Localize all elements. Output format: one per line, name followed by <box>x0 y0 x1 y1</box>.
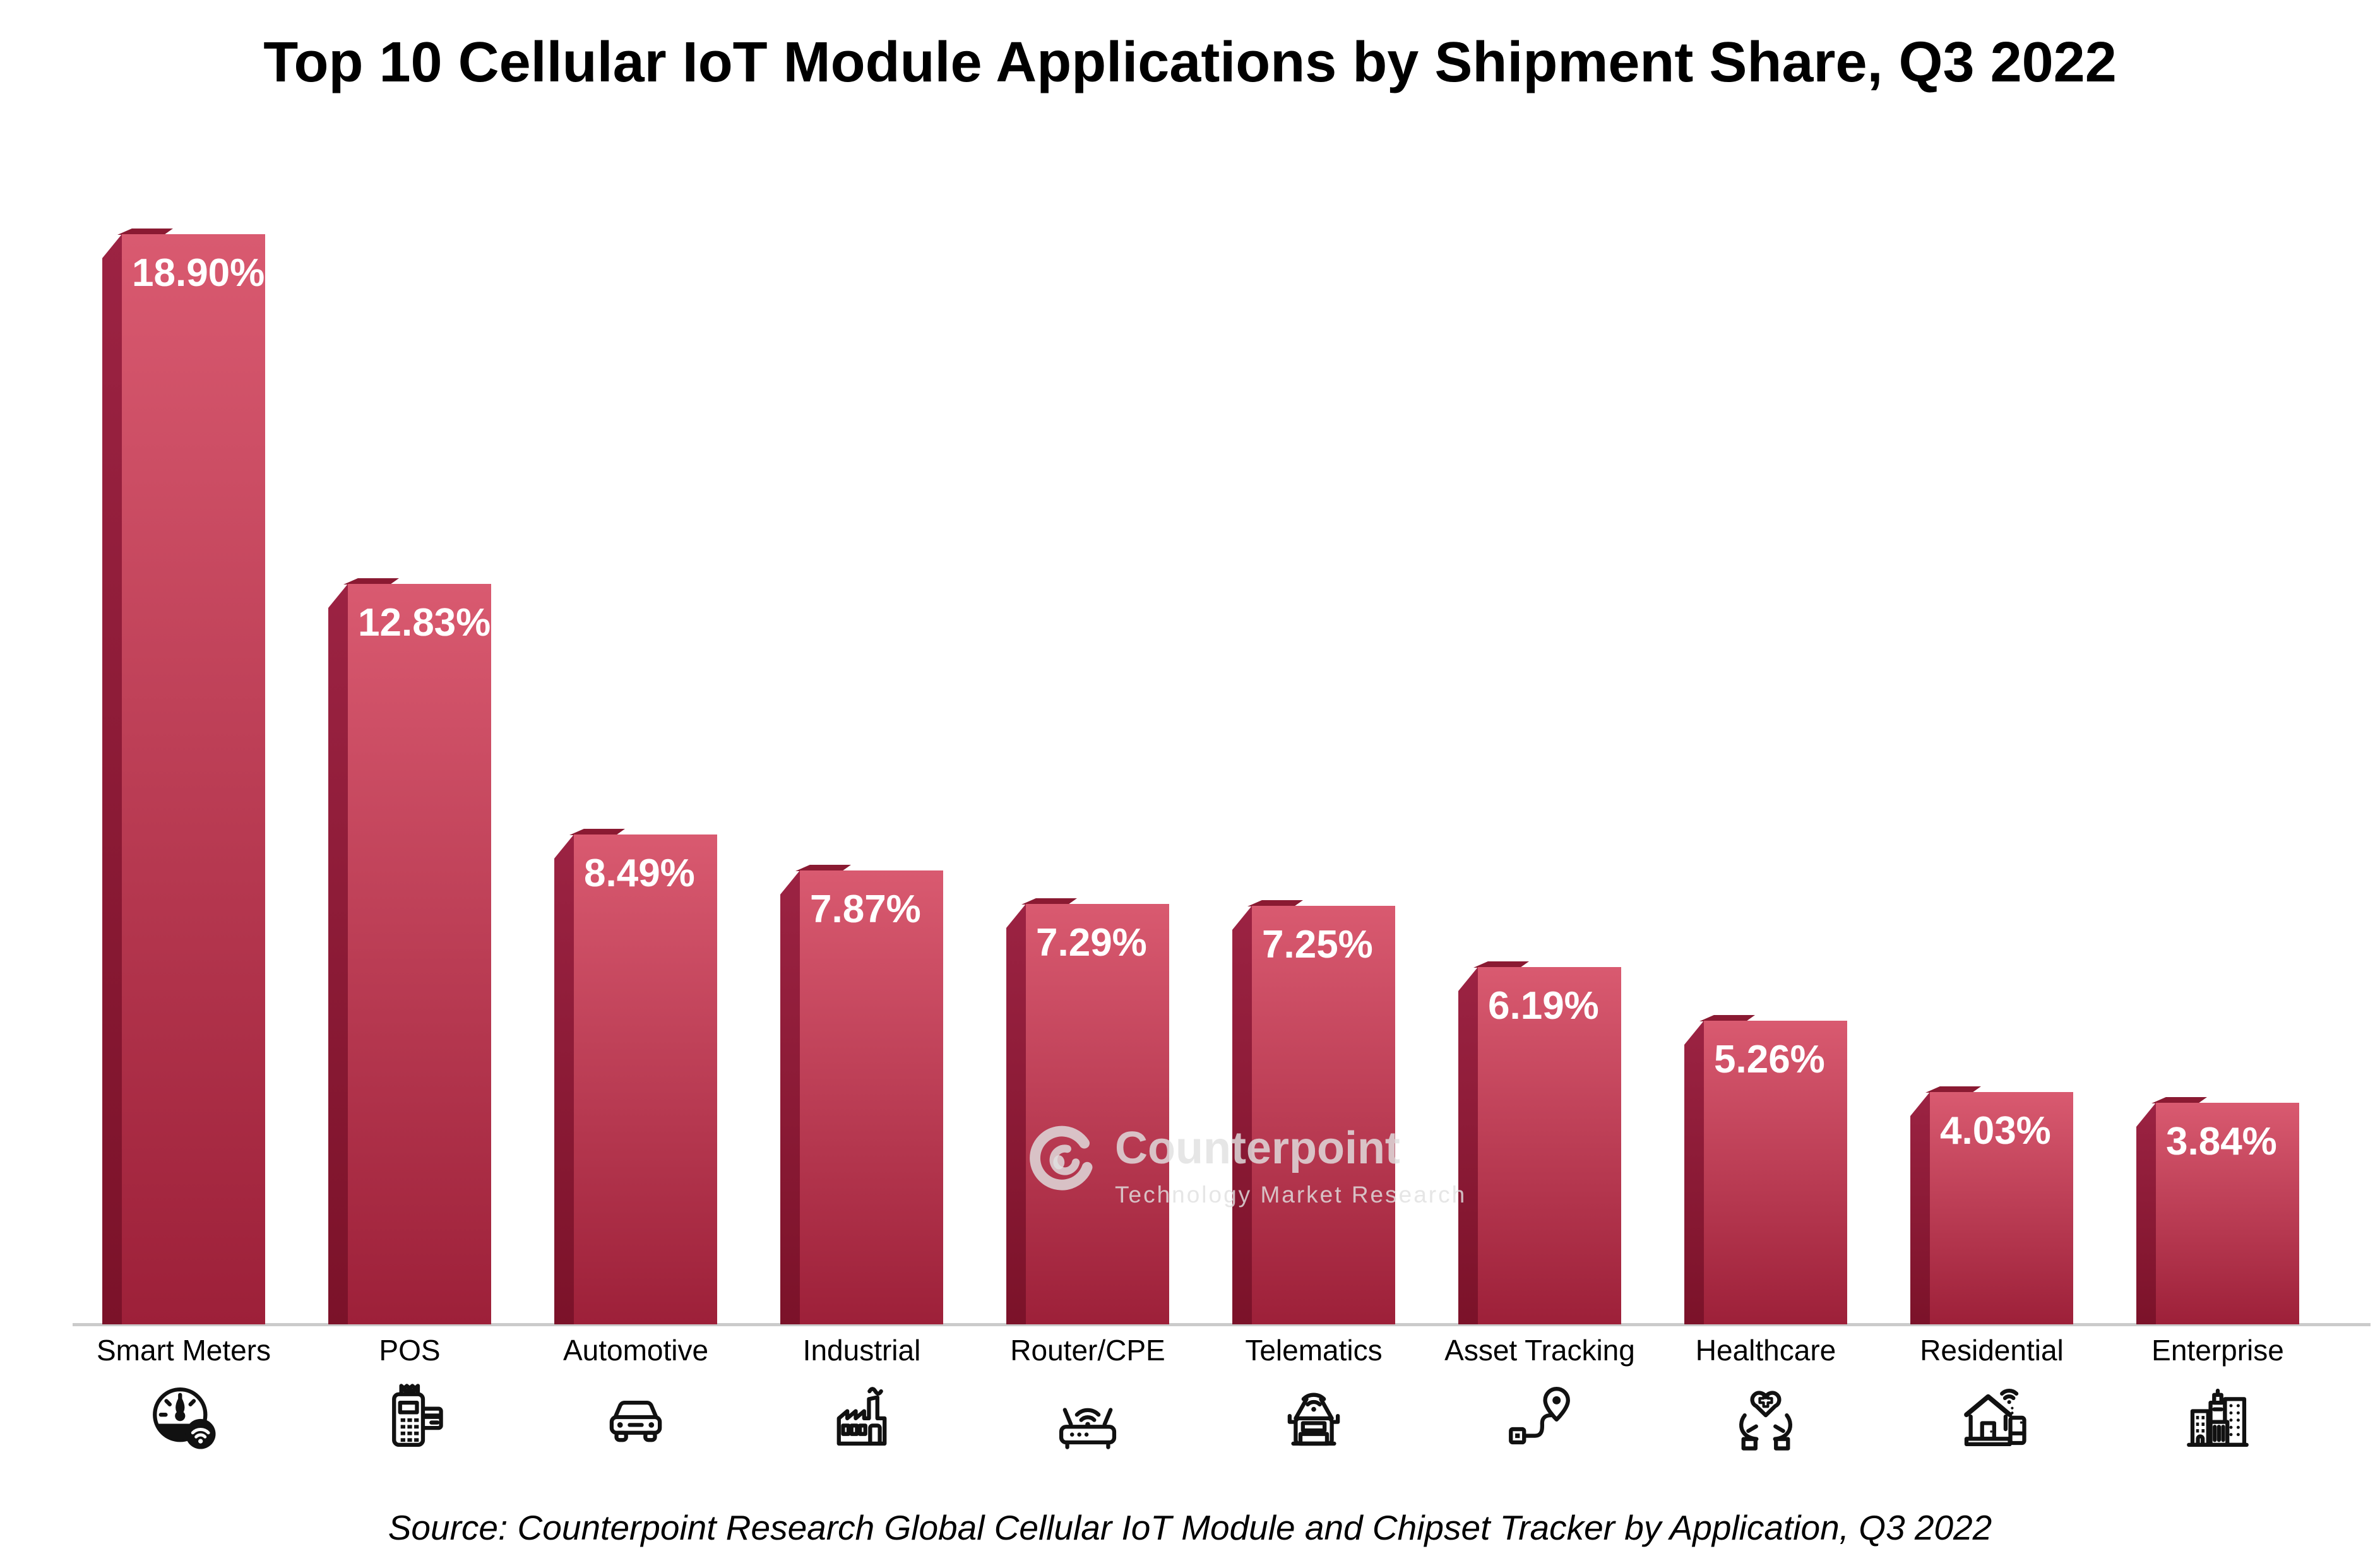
bar-front-face <box>348 584 491 1324</box>
category-label: Enterprise <box>2151 1334 2284 1367</box>
factory-icon <box>823 1367 900 1459</box>
telematics-car-icon <box>1275 1367 1352 1459</box>
category-label: Telematics <box>1245 1334 1383 1367</box>
bar-top-face <box>2151 1097 2207 1103</box>
bar-front-face <box>574 834 717 1324</box>
bar-top-face <box>117 229 173 235</box>
category-label: Router/CPE <box>1010 1334 1165 1367</box>
category-label: Healthcare <box>1695 1334 1836 1367</box>
bar-side-face <box>2136 1103 2156 1324</box>
chart-bars: 18.90% 12.83% 8.49% 7.87% 7.29% 7.25% 6.19% 5.2… <box>102 226 2299 1324</box>
bar-top-face <box>795 865 851 871</box>
category-label: Asset Tracking <box>1444 1334 1635 1367</box>
bar-smart-meters: 18.90% <box>102 229 265 1324</box>
bar-top-face <box>1021 898 1077 905</box>
bar-side-face <box>1458 967 1478 1324</box>
category-cell-automotive: Automotive <box>554 1333 717 1459</box>
bar-value-label: 5.26% <box>1714 1038 1825 1081</box>
bar-side-face <box>1232 906 1252 1324</box>
bar-top-face <box>1699 1015 1755 1021</box>
bar-enterprise: 3.84% <box>2136 1097 2299 1324</box>
bar-residential: 4.03% <box>1910 1086 2073 1324</box>
healthcare-hands-heart-icon <box>1727 1367 1804 1459</box>
bar-front-face <box>800 870 943 1324</box>
category-cell-smart-meters: Smart Meters <box>97 1333 271 1459</box>
category-cell-router-cpe: Router/CPE <box>1006 1333 1169 1459</box>
bar-value-label: 6.19% <box>1488 984 1599 1028</box>
bar-side-face <box>554 834 574 1324</box>
bar-side-face <box>328 584 348 1324</box>
category-cell-asset-tracking: Asset Tracking <box>1444 1333 1635 1459</box>
bar-top-face <box>1247 900 1303 906</box>
page-title: Top 10 Cellular IoT Module Applications … <box>263 31 2117 94</box>
bar-healthcare: 5.26% <box>1684 1015 1847 1324</box>
bar-router-cpe: 7.29% <box>1006 898 1169 1324</box>
category-cell-healthcare: Healthcare <box>1684 1333 1847 1459</box>
bar-value-label: 7.87% <box>810 888 921 931</box>
smart-meter-icon <box>145 1367 222 1459</box>
source-note: Source: Counterpoint Research Global Cel… <box>388 1508 1992 1547</box>
category-label: Residential <box>1920 1334 2064 1367</box>
router-icon <box>1049 1367 1126 1459</box>
bar-industrial: 7.87% <box>780 865 943 1324</box>
bar-value-label: 3.84% <box>2166 1120 2277 1163</box>
car-icon <box>597 1367 674 1459</box>
category-label: Industrial <box>802 1334 921 1367</box>
enterprise-buildings-icon <box>2179 1367 2256 1459</box>
bar-front-face <box>1930 1092 2073 1324</box>
category-cell-residential: Residential <box>1910 1333 2073 1459</box>
bar-front-face <box>1478 967 1621 1324</box>
bar-front-face <box>122 234 265 1324</box>
bar-side-face <box>780 870 800 1324</box>
x-axis-baseline <box>73 1323 2371 1326</box>
bar-telematics: 7.25% <box>1232 900 1395 1324</box>
bar-top-face <box>569 829 625 835</box>
bar-side-face <box>1910 1092 1930 1324</box>
category-cell-telematics: Telematics <box>1232 1333 1395 1459</box>
bar-value-label: 4.03% <box>1940 1109 2051 1153</box>
bar-front-face <box>1704 1021 1847 1324</box>
smart-home-icon <box>1953 1367 2030 1459</box>
bar-automotive: 8.49% <box>554 829 717 1324</box>
bar-front-face <box>2156 1103 2299 1324</box>
pos-terminal-icon <box>371 1367 448 1459</box>
bar-value-label: 7.29% <box>1036 921 1147 965</box>
bar-side-face <box>1006 904 1026 1324</box>
bar-value-label: 18.90% <box>132 251 265 295</box>
category-cell-industrial: Industrial <box>780 1333 943 1459</box>
bar-value-label: 12.83% <box>358 601 491 644</box>
category-row: Smart Meters POS Automotive Industrial R… <box>97 1333 2299 1459</box>
category-label: POS <box>379 1334 441 1367</box>
bar-top-face <box>1473 961 1529 968</box>
bar-value-label: 7.25% <box>1262 923 1373 966</box>
bar-front-face <box>1026 904 1169 1324</box>
bar-value-label: 8.49% <box>584 852 695 895</box>
bar-front-face <box>1252 906 1395 1324</box>
category-cell-pos: POS <box>328 1333 491 1459</box>
bar-top-face <box>1925 1086 1981 1093</box>
category-cell-enterprise: Enterprise <box>2136 1333 2299 1459</box>
bar-side-face <box>1684 1021 1704 1324</box>
bar-pos: 12.83% <box>328 578 491 1324</box>
asset-tracking-route-icon <box>1501 1367 1578 1459</box>
category-label: Automotive <box>562 1334 709 1367</box>
bar-asset-tracking: 6.19% <box>1458 961 1621 1324</box>
category-label: Smart Meters <box>96 1334 271 1367</box>
bar-side-face <box>102 234 122 1324</box>
bar-top-face <box>343 578 399 585</box>
